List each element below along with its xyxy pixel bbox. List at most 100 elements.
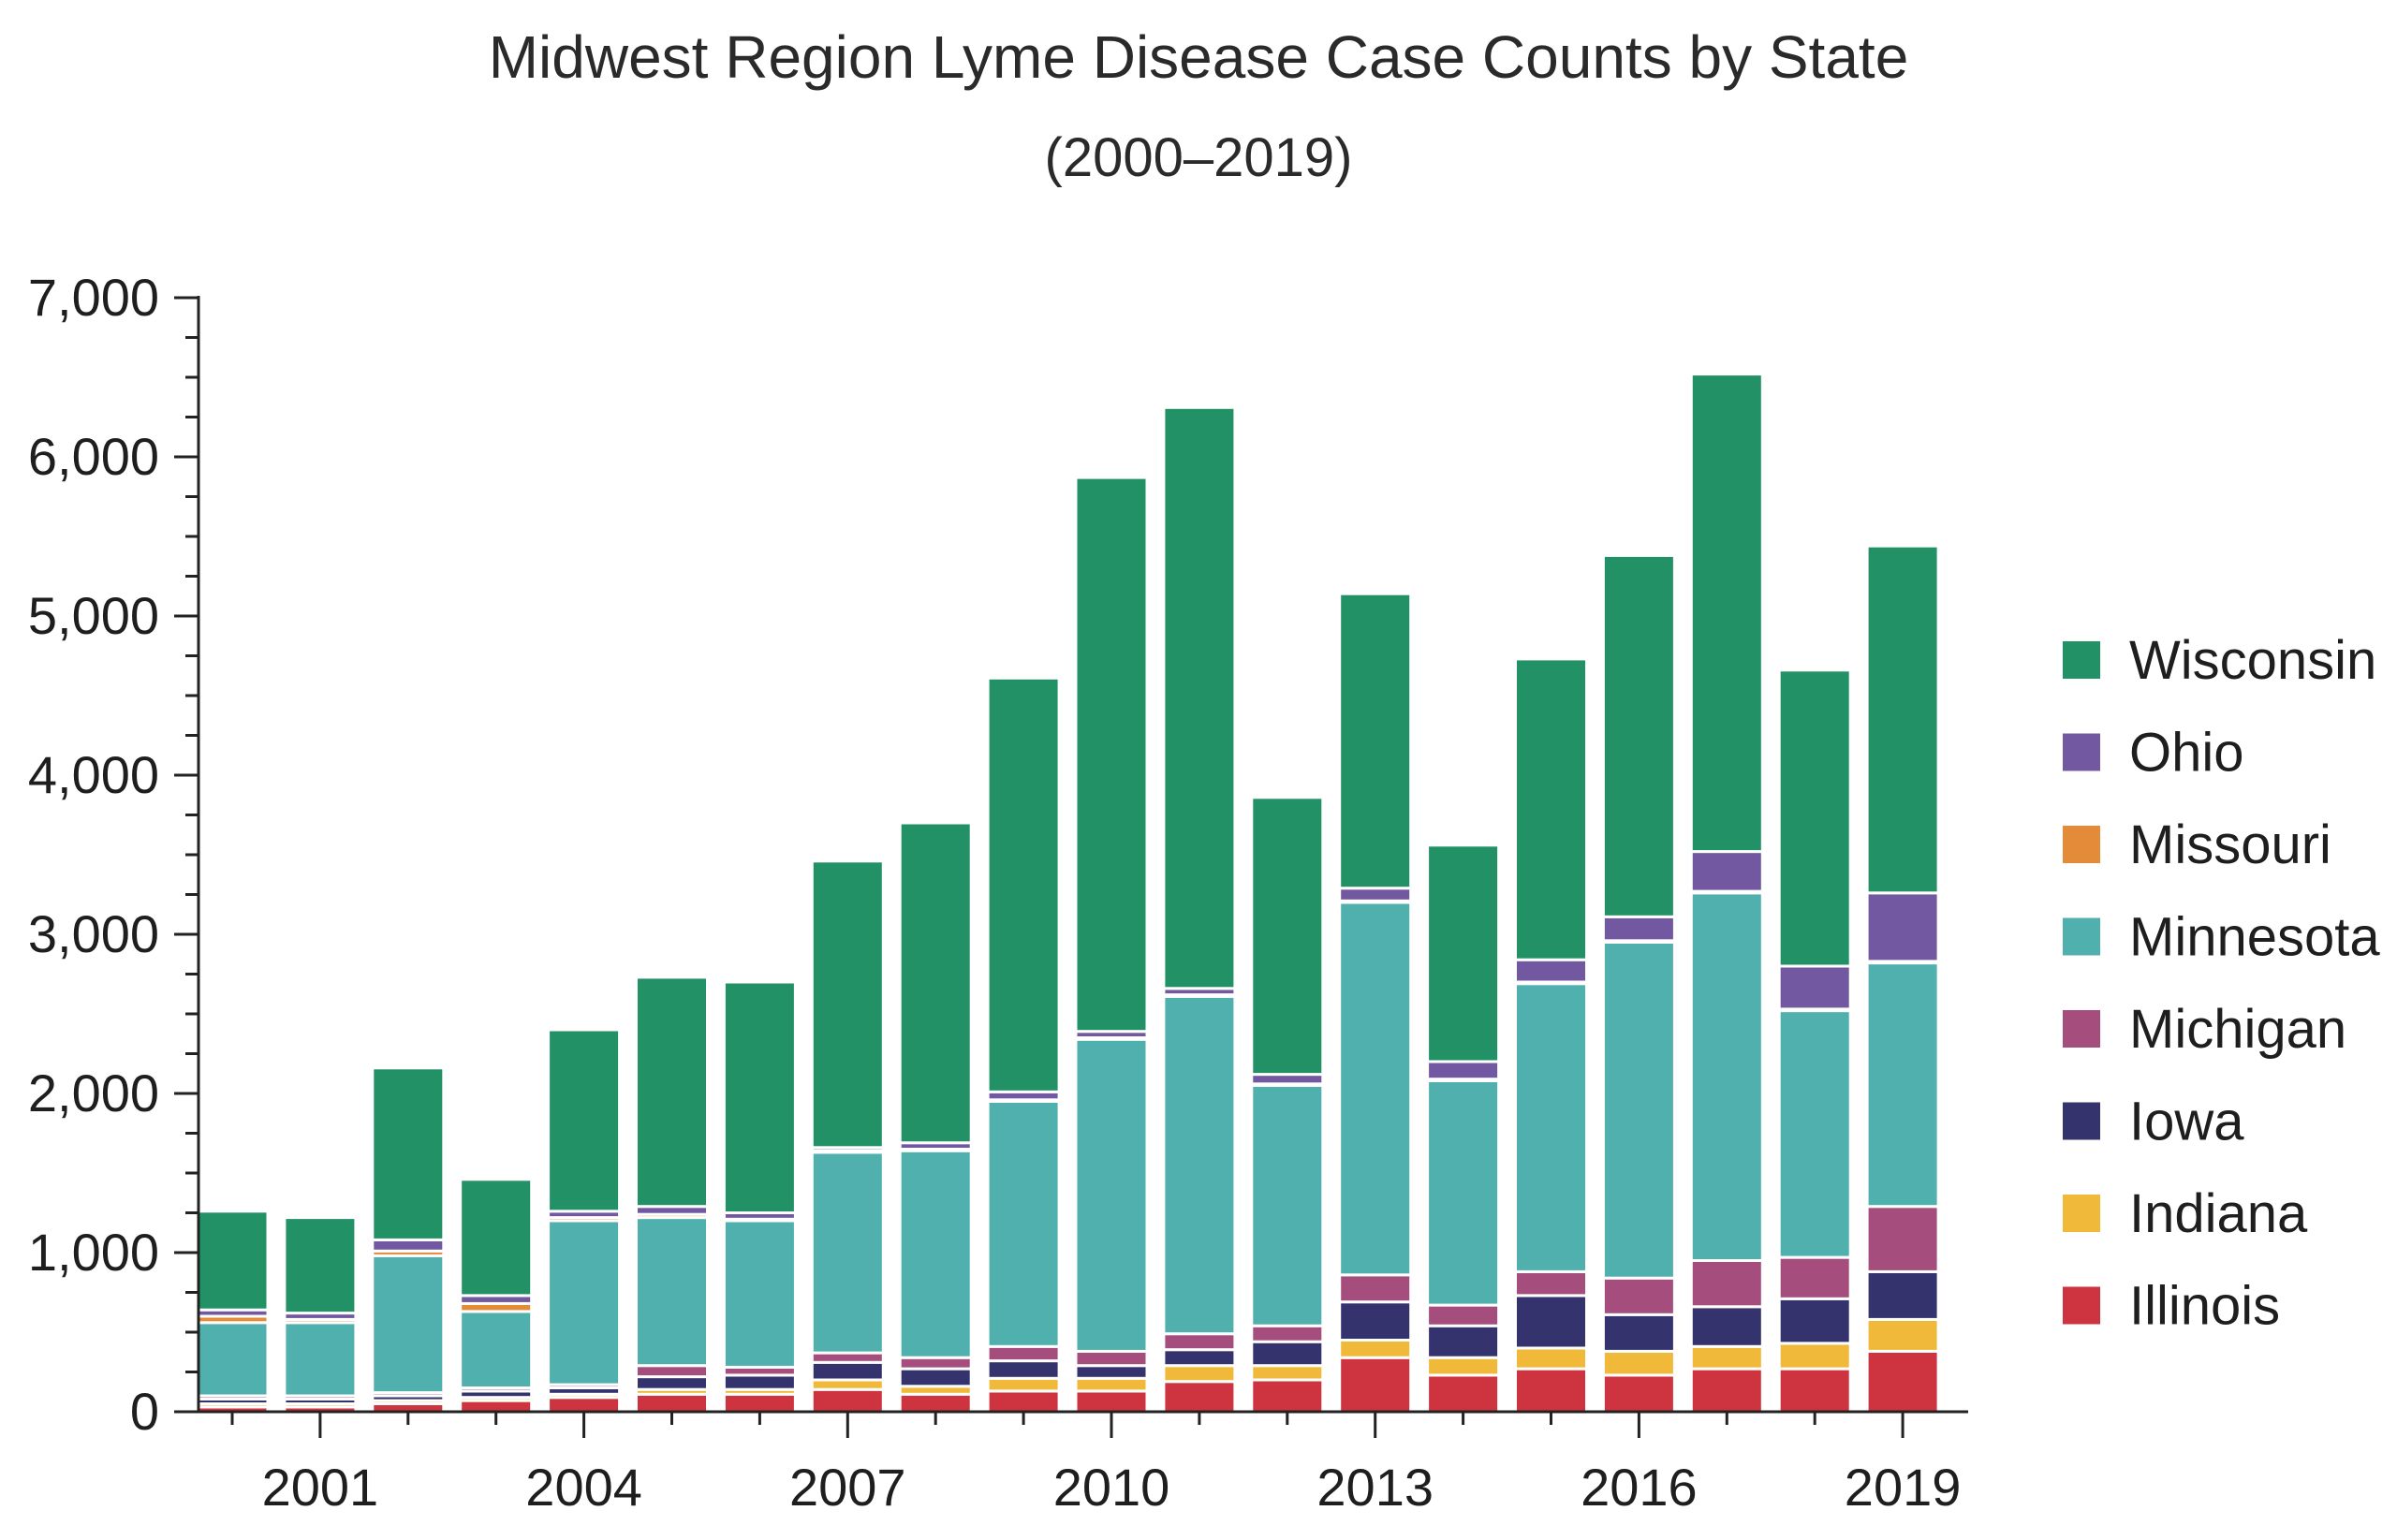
bar-segment-illinois-2010: [1074, 1389, 1149, 1414]
y-tick-label: 4,000: [28, 745, 159, 804]
bar-segment-ohio-2015: [1514, 958, 1588, 984]
bar-segment-michigan-2014: [1426, 1303, 1501, 1327]
y-tick-label: 0: [130, 1382, 159, 1441]
legend-swatch-illinois: [2063, 1286, 2100, 1325]
legend-label-iowa: Iowa: [2129, 1092, 2244, 1152]
bar-segment-wisconsin-2012: [1250, 796, 1325, 1077]
bar-segment-minnesota-2015: [1514, 982, 1588, 1273]
bar-segment-wisconsin-2015: [1514, 657, 1588, 961]
legend-label-ohio: Ohio: [2129, 723, 2244, 784]
bar-segment-iowa-2007: [810, 1360, 885, 1382]
bar-segment-wisconsin-2011: [1162, 405, 1237, 990]
bar-segment-ohio-2016: [1601, 915, 1676, 943]
bar-segment-indiana-2013: [1338, 1339, 1413, 1359]
bar-segment-iowa-2008: [898, 1367, 973, 1388]
bar-segment-iowa-2012: [1250, 1340, 1325, 1368]
x-tick-label: 2007: [789, 1458, 906, 1517]
bar-segment-minnesota-2019: [1865, 961, 1940, 1209]
bar-segment-ohio-2012: [1250, 1073, 1325, 1086]
y-tick-label: 2,000: [28, 1063, 159, 1122]
bar-segment-michigan-2019: [1865, 1205, 1940, 1273]
x-tick-label: 2004: [525, 1458, 642, 1517]
bar-segment-minnesota-2016: [1601, 941, 1676, 1280]
bar-segment-minnesota-2002: [371, 1254, 446, 1395]
axes-layer: 0 1,000 2,000 3,000 4,000 5,000 6,000 7,000 2001…: [28, 268, 1968, 1517]
legend-swatch-ohio: [2063, 733, 2100, 771]
x-tick-label: 2013: [1316, 1458, 1434, 1517]
legend-swatch-minnesota: [2063, 917, 2100, 956]
bar-segment-minnesota-2009: [986, 1100, 1061, 1348]
bar-segment-iowa-2017: [1689, 1305, 1764, 1348]
bar-segment-indiana-2010: [1074, 1376, 1149, 1393]
bar-segment-wisconsin-2003: [459, 1178, 534, 1298]
bar-segment-indiana-2019: [1865, 1317, 1940, 1353]
bar-segment-illinois-2014: [1426, 1373, 1501, 1414]
bar-segment-minnesota-2008: [898, 1149, 973, 1359]
bar-segment-wisconsin-2019: [1865, 544, 1940, 895]
bar-segment-illinois-2003: [459, 1399, 534, 1414]
x-tick-label: 2001: [262, 1458, 379, 1517]
bar-segment-ohio-2018: [1777, 964, 1852, 1011]
bar-segment-michigan-2008: [898, 1356, 973, 1371]
bar-segment-ohio-2002: [371, 1238, 446, 1253]
bar-segment-minnesota-2013: [1338, 901, 1413, 1277]
y-tick-label: 5,000: [28, 586, 159, 645]
bar-segment-wisconsin-2007: [810, 859, 885, 1150]
bar-segment-minnesota-2011: [1162, 994, 1237, 1336]
bar-segment-michigan-2013: [1338, 1273, 1413, 1304]
bar-segment-minnesota-2018: [1777, 1009, 1852, 1259]
bar-segment-illinois-2015: [1514, 1367, 1588, 1414]
bar-segment-michigan-2012: [1250, 1324, 1325, 1343]
bar-segment-wisconsin-2009: [986, 676, 1061, 1093]
bar-segment-illinois-2017: [1689, 1367, 1764, 1414]
legend-label-missouri: Missouri: [2129, 814, 2331, 875]
bar-segment-iowa-2010: [1074, 1364, 1149, 1380]
bar-segment-michigan-2005: [635, 1364, 709, 1379]
bar-segment-ohio-2017: [1689, 850, 1764, 893]
chart-subtitle: (2000–2019): [1044, 127, 1353, 188]
bar-segment-michigan-2018: [1777, 1255, 1852, 1300]
bar-segment-indiana-2014: [1426, 1356, 1501, 1377]
legend-swatch-michigan: [2063, 1010, 2100, 1048]
bar-segment-minnesota-2017: [1689, 891, 1764, 1262]
bar-segment-iowa-2019: [1865, 1269, 1940, 1321]
bar-segment-ohio-2014: [1426, 1060, 1501, 1081]
bars-layer: [195, 373, 1940, 1414]
bar-segment-minnesota-2004: [547, 1219, 622, 1386]
bar-segment-illinois-2012: [1250, 1378, 1325, 1414]
bar-segment-michigan-2010: [1074, 1349, 1149, 1368]
bar-segment-minnesota-2001: [283, 1321, 358, 1398]
bar-segment-indiana-2017: [1689, 1344, 1764, 1371]
bar-segment-wisconsin-2004: [547, 1028, 622, 1213]
x-tick-label: 2016: [1581, 1458, 1698, 1517]
y-tick-label: 6,000: [28, 427, 159, 486]
bar-segment-indiana-2018: [1777, 1342, 1852, 1371]
bar-segment-indiana-2009: [986, 1376, 1061, 1393]
bar-segment-wisconsin-2000: [195, 1210, 270, 1312]
legend-swatch-missouri: [2063, 826, 2100, 863]
bar-segment-wisconsin-2005: [635, 975, 709, 1209]
bar-segment-iowa-2009: [986, 1359, 1061, 1380]
bar-segment-illinois-2006: [722, 1392, 797, 1414]
bar-segment-wisconsin-2008: [898, 821, 973, 1145]
y-tick-label: 3,000: [28, 904, 159, 963]
bar-segment-wisconsin-2017: [1689, 373, 1764, 854]
bar-segment-michigan-2011: [1162, 1332, 1237, 1352]
bar-segment-indiana-2016: [1601, 1349, 1676, 1377]
bar-segment-minnesota-2003: [459, 1310, 534, 1390]
bar-segment-illinois-2004: [547, 1396, 622, 1414]
bar-segment-ohio-2013: [1338, 887, 1413, 902]
bar-segment-wisconsin-2006: [722, 980, 797, 1214]
chart-title: Midwest Region Lyme Disease Case Counts …: [488, 23, 1909, 91]
legend-label-minnesota: Minnesota: [2129, 907, 2380, 968]
bar-segment-iowa-2013: [1338, 1300, 1413, 1342]
bar-segment-indiana-2011: [1162, 1364, 1237, 1384]
bar-segment-illinois-2018: [1777, 1367, 1852, 1414]
bar-segment-illinois-2008: [898, 1392, 973, 1414]
legend-swatch-iowa: [2063, 1102, 2100, 1140]
legend: Wisconsin Ohio Missouri Minnesota Michigan Io…: [2063, 630, 2380, 1337]
x-tick-label: 2010: [1053, 1458, 1170, 1517]
legend-swatch-indiana: [2063, 1195, 2100, 1232]
bar-segment-minnesota-2007: [810, 1151, 885, 1355]
